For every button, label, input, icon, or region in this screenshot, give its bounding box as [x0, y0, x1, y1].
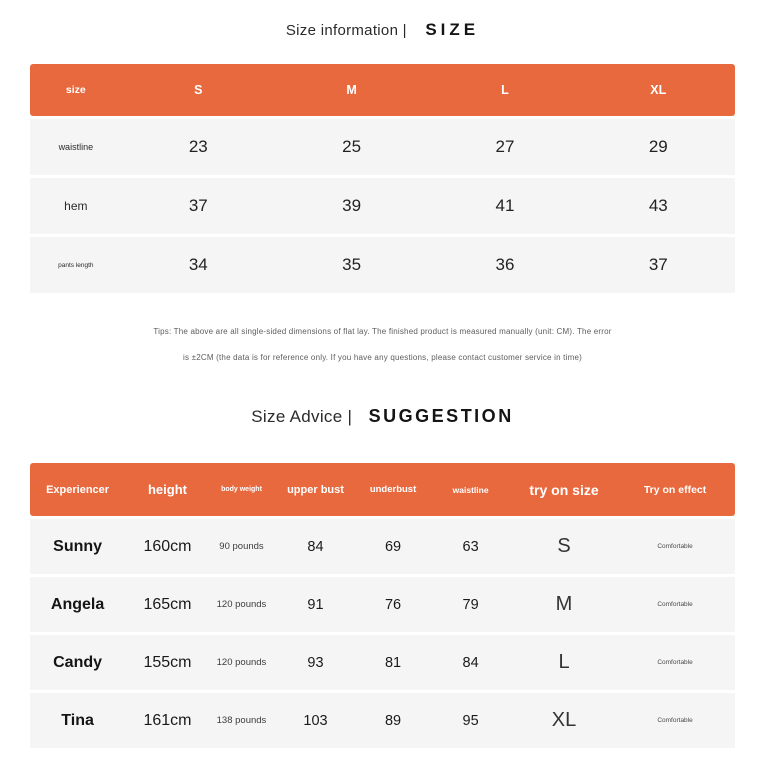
- suggestion-header-try-on-effect: Try on effect: [643, 483, 707, 496]
- experiencer-name: Tina: [61, 711, 94, 729]
- size-table-header-m: M: [346, 83, 357, 97]
- suggestion-row-sunny: Sunny 160cm 90 pounds 84 69 63 S Comfort…: [30, 519, 735, 574]
- size-table-row-hem: hem 37 39 41 43: [30, 178, 735, 234]
- experiencer-name: Sunny: [53, 537, 103, 555]
- experiencer-height: 165cm: [143, 595, 192, 613]
- suggestion-row-tina: Tina 161cm 138 pounds 103 89 95 XL Comfo…: [30, 693, 735, 748]
- experiencer-effect: Comfortable: [657, 717, 693, 724]
- experiencer-waistline: 95: [462, 712, 479, 729]
- experiencer-name: Candy: [53, 653, 103, 671]
- pants-length-value-xl: 37: [648, 255, 668, 274]
- size-table-row-pants-length: pants length 34 35 36 37: [30, 237, 735, 293]
- size-advice-title: Size Advice | SUGGESTION: [0, 406, 765, 427]
- suggestion-row-angela: Angela 165cm 120 pounds 91 76 79 M Comfo…: [30, 577, 735, 632]
- size-table-header-s: S: [194, 83, 203, 97]
- size-information-title-text: Size information |: [285, 22, 407, 39]
- size-information-title-caps: SIZE: [425, 20, 480, 39]
- experiencer-weight: 138 pounds: [216, 715, 267, 726]
- size-advice-title-text: Size Advice |: [251, 407, 353, 426]
- waistline-value-m: 25: [342, 137, 362, 156]
- size-advice-title-caps: SUGGESTION: [368, 406, 514, 426]
- suggestion-header-height: height: [147, 482, 187, 497]
- experiencer-waistline: 84: [462, 654, 479, 671]
- pants-length-value-m: 35: [342, 255, 362, 274]
- suggestion-header-body-weight: body weight: [221, 486, 262, 493]
- hem-value-l: 41: [495, 196, 515, 215]
- experiencer-underbust: 76: [384, 596, 402, 613]
- tips-line-1: Tips: The above are all single-sided dim…: [153, 327, 612, 336]
- row-label-pants-length: pants length: [58, 261, 94, 269]
- suggestion-header-underbust: underbust: [369, 484, 417, 495]
- suggestion-row-candy: Candy 155cm 120 pounds 93 81 84 L Comfor…: [30, 635, 735, 690]
- hem-value-s: 37: [188, 196, 208, 215]
- experiencer-upper-bust: 91: [307, 596, 324, 613]
- experiencer-effect: Comfortable: [657, 659, 693, 666]
- experiencer-try-on-size: M: [555, 593, 573, 615]
- suggestion-table: Experiencer height body weight upper bus…: [30, 463, 735, 748]
- size-table-header-size: size: [65, 84, 86, 96]
- suggestion-header-upper-bust: upper bust: [287, 483, 344, 496]
- size-table-header-xl: XL: [650, 83, 667, 97]
- experiencer-weight: 120 pounds: [216, 657, 267, 668]
- size-table-row-waistline: waistline 23 25 27 29: [30, 119, 735, 175]
- size-information-title: Size information | SIZE: [0, 20, 765, 40]
- experiencer-upper-bust: 84: [307, 538, 324, 555]
- tips-line-2: is ±2CM (the data is for reference only.…: [183, 353, 582, 362]
- size-table-header-l: L: [501, 83, 509, 97]
- hem-value-m: 39: [342, 196, 362, 215]
- waistline-value-s: 23: [188, 137, 208, 156]
- experiencer-try-on-size: L: [558, 651, 570, 673]
- experiencer-try-on-size: S: [557, 535, 571, 557]
- experiencer-effect: Comfortable: [657, 601, 693, 608]
- experiencer-height: 161cm: [143, 711, 192, 729]
- experiencer-underbust: 89: [384, 712, 402, 729]
- hem-value-xl: 43: [648, 196, 668, 215]
- experiencer-height: 155cm: [143, 653, 192, 671]
- experiencer-try-on-size: XL: [551, 709, 577, 731]
- experiencer-weight: 90 pounds: [219, 541, 264, 552]
- row-label-waistline: waistline: [58, 142, 94, 152]
- row-label-hem: hem: [64, 199, 88, 213]
- experiencer-height: 160cm: [143, 537, 192, 555]
- experiencer-underbust: 69: [384, 538, 402, 555]
- experiencer-name: Angela: [50, 595, 105, 613]
- experiencer-effect: Comfortable: [657, 543, 693, 550]
- experiencer-upper-bust: 103: [303, 712, 328, 729]
- experiencer-upper-bust: 93: [307, 654, 324, 671]
- experiencer-weight: 120 pounds: [216, 599, 267, 610]
- experiencer-waistline: 79: [462, 596, 479, 613]
- size-table-header: size S M L XL: [30, 64, 735, 116]
- suggestion-table-header: Experiencer height body weight upper bus…: [30, 463, 735, 516]
- experiencer-waistline: 63: [462, 538, 479, 555]
- waistline-value-l: 27: [495, 137, 515, 156]
- tips-note: Tips: The above are all single-sided dim…: [0, 327, 765, 362]
- suggestion-header-experiencer: Experiencer: [46, 483, 110, 496]
- experiencer-underbust: 81: [384, 654, 402, 671]
- suggestion-header-waistline: waistline: [452, 484, 489, 495]
- pants-length-value-s: 34: [188, 255, 208, 274]
- size-table: size S M L XL waistline 23 25 27 29 hem …: [30, 64, 735, 293]
- pants-length-value-l: 36: [495, 255, 515, 274]
- waistline-value-xl: 29: [648, 137, 668, 156]
- suggestion-header-try-on-size: try on size: [529, 481, 599, 498]
